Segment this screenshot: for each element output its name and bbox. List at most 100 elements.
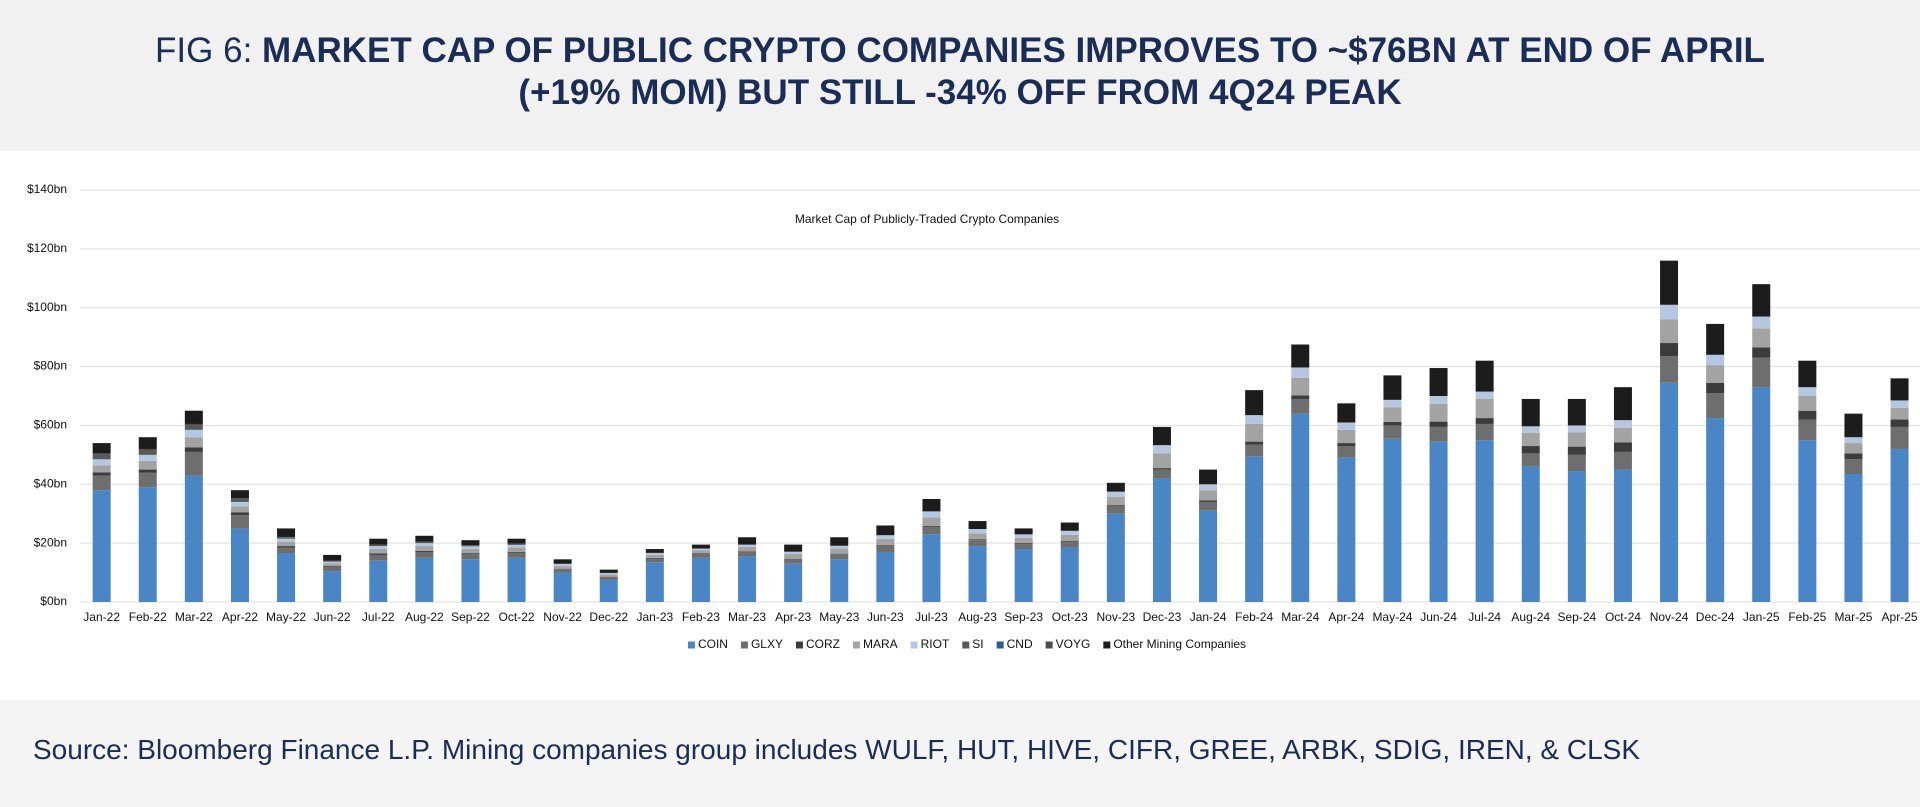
bar-segment: [1060, 530, 1079, 535]
bar-segment: [415, 535, 434, 542]
bar-segment: [1890, 426, 1909, 449]
bar-segment: [1475, 391, 1494, 399]
bar-segment: [230, 499, 249, 502]
x-tick-label: Oct-22: [499, 610, 535, 624]
bar-segment: [92, 454, 111, 460]
bar-segment: [1890, 378, 1909, 401]
y-tick-label: $20bn: [34, 535, 67, 549]
x-tick-label: Mar-25: [1834, 610, 1872, 624]
bar-segment: [599, 569, 618, 573]
x-tick-label: Nov-23: [1097, 610, 1136, 624]
bar-segment: [1567, 398, 1586, 426]
bar-segment: [645, 558, 664, 563]
bar-segment: [1106, 506, 1125, 514]
legend-label: GLXY: [751, 637, 783, 651]
bar-segment: [1199, 510, 1218, 602]
bar-segment: [1890, 448, 1909, 602]
bar-segment: [922, 517, 941, 527]
bar-segment: [92, 465, 111, 473]
bar-segment: [876, 535, 895, 539]
legend-label: RIOT: [921, 637, 950, 651]
bar-segment: [553, 559, 572, 564]
bar-segment: [1291, 367, 1310, 378]
bar-segment: [553, 563, 572, 565]
bar-segment: [1613, 420, 1632, 428]
legend-label: VOYG: [1056, 637, 1091, 651]
bar-segment: [691, 557, 710, 602]
bar-segment: [277, 547, 296, 554]
x-tick-label: Apr-22: [222, 610, 258, 624]
bar-segment: [138, 469, 157, 473]
bar-segment: [968, 539, 987, 541]
bar-segment: [1798, 419, 1817, 441]
bar-segment: [691, 550, 710, 554]
bar-segment: [968, 540, 987, 547]
bar-segment: [1890, 407, 1909, 420]
bar-segment: [323, 566, 342, 572]
x-tick-label: Feb-25: [1788, 610, 1826, 624]
bar-segment: [599, 579, 618, 602]
bar-segment: [1383, 407, 1402, 422]
bar-segment: [1245, 444, 1264, 457]
bar-segment: [1429, 426, 1448, 442]
y-tick-label: $120bn: [27, 241, 67, 255]
y-tick-label: $80bn: [34, 359, 67, 373]
bar-segment: [738, 551, 757, 552]
bar-segment: [691, 548, 710, 551]
bar-segment: [1014, 549, 1033, 602]
bar-segment: [230, 515, 249, 529]
bar-segment: [277, 528, 296, 537]
bar-segment: [1429, 403, 1448, 422]
bar-segment: [599, 574, 618, 577]
legend-label: COIN: [698, 637, 728, 651]
bar-segment: [277, 546, 296, 548]
bar-segment: [1798, 360, 1817, 388]
bar-segment: [461, 540, 480, 546]
x-tick-label: Feb-22: [129, 610, 167, 624]
bar-segment: [138, 448, 157, 451]
bar-segment: [1844, 459, 1863, 474]
x-tick-label: Jan-23: [636, 610, 673, 624]
bar-segment: [1660, 319, 1679, 344]
x-tick-label: Sep-24: [1557, 610, 1596, 624]
x-tick-label: Mar-24: [1281, 610, 1319, 624]
bar-segment: [184, 451, 203, 476]
bar-segment: [1014, 544, 1033, 550]
bar-segment: [1337, 422, 1356, 430]
x-tick-label: Nov-22: [543, 610, 582, 624]
bar-segment: [830, 548, 849, 554]
bar-segment: [184, 437, 203, 448]
x-tick-label: Oct-23: [1052, 610, 1088, 624]
y-tick-label: $0bn: [40, 594, 67, 608]
x-tick-label: Jul-23: [915, 610, 948, 624]
x-tick-label: Dec-23: [1143, 610, 1182, 624]
bar-segment: [92, 475, 111, 491]
bar-segment: [415, 541, 434, 544]
bar-segment: [1014, 528, 1033, 535]
bar-segment: [738, 556, 757, 602]
bar-segment: [507, 538, 526, 544]
bar-segment: [1706, 418, 1725, 602]
bar-segment: [738, 544, 757, 547]
bar-segment: [784, 544, 803, 552]
x-tick-label: Oct-24: [1605, 610, 1641, 624]
bar-segment: [1291, 344, 1310, 368]
x-tick-label: Jan-24: [1190, 610, 1227, 624]
bar-segment: [507, 557, 526, 602]
bar-segment: [1199, 501, 1218, 511]
header: FIG 6: MARKET CAP OF PUBLIC CRYPTO COMPA…: [0, 0, 1920, 151]
x-tick-label: Jul-22: [362, 610, 395, 624]
bar-segment: [323, 560, 342, 562]
bar-segment: [784, 563, 803, 602]
legend-swatch: [852, 641, 860, 649]
legend-swatch: [1045, 641, 1053, 649]
bar-segment: [1660, 382, 1679, 602]
legend-swatch: [1103, 641, 1111, 649]
legend-label: MARA: [863, 637, 898, 651]
bar-segment: [876, 545, 895, 547]
bar-segment: [1521, 453, 1540, 467]
bar-segment: [230, 498, 249, 499]
bar-segment: [1152, 478, 1171, 602]
bar-segment: [92, 453, 111, 455]
bar-segment: [461, 546, 480, 550]
